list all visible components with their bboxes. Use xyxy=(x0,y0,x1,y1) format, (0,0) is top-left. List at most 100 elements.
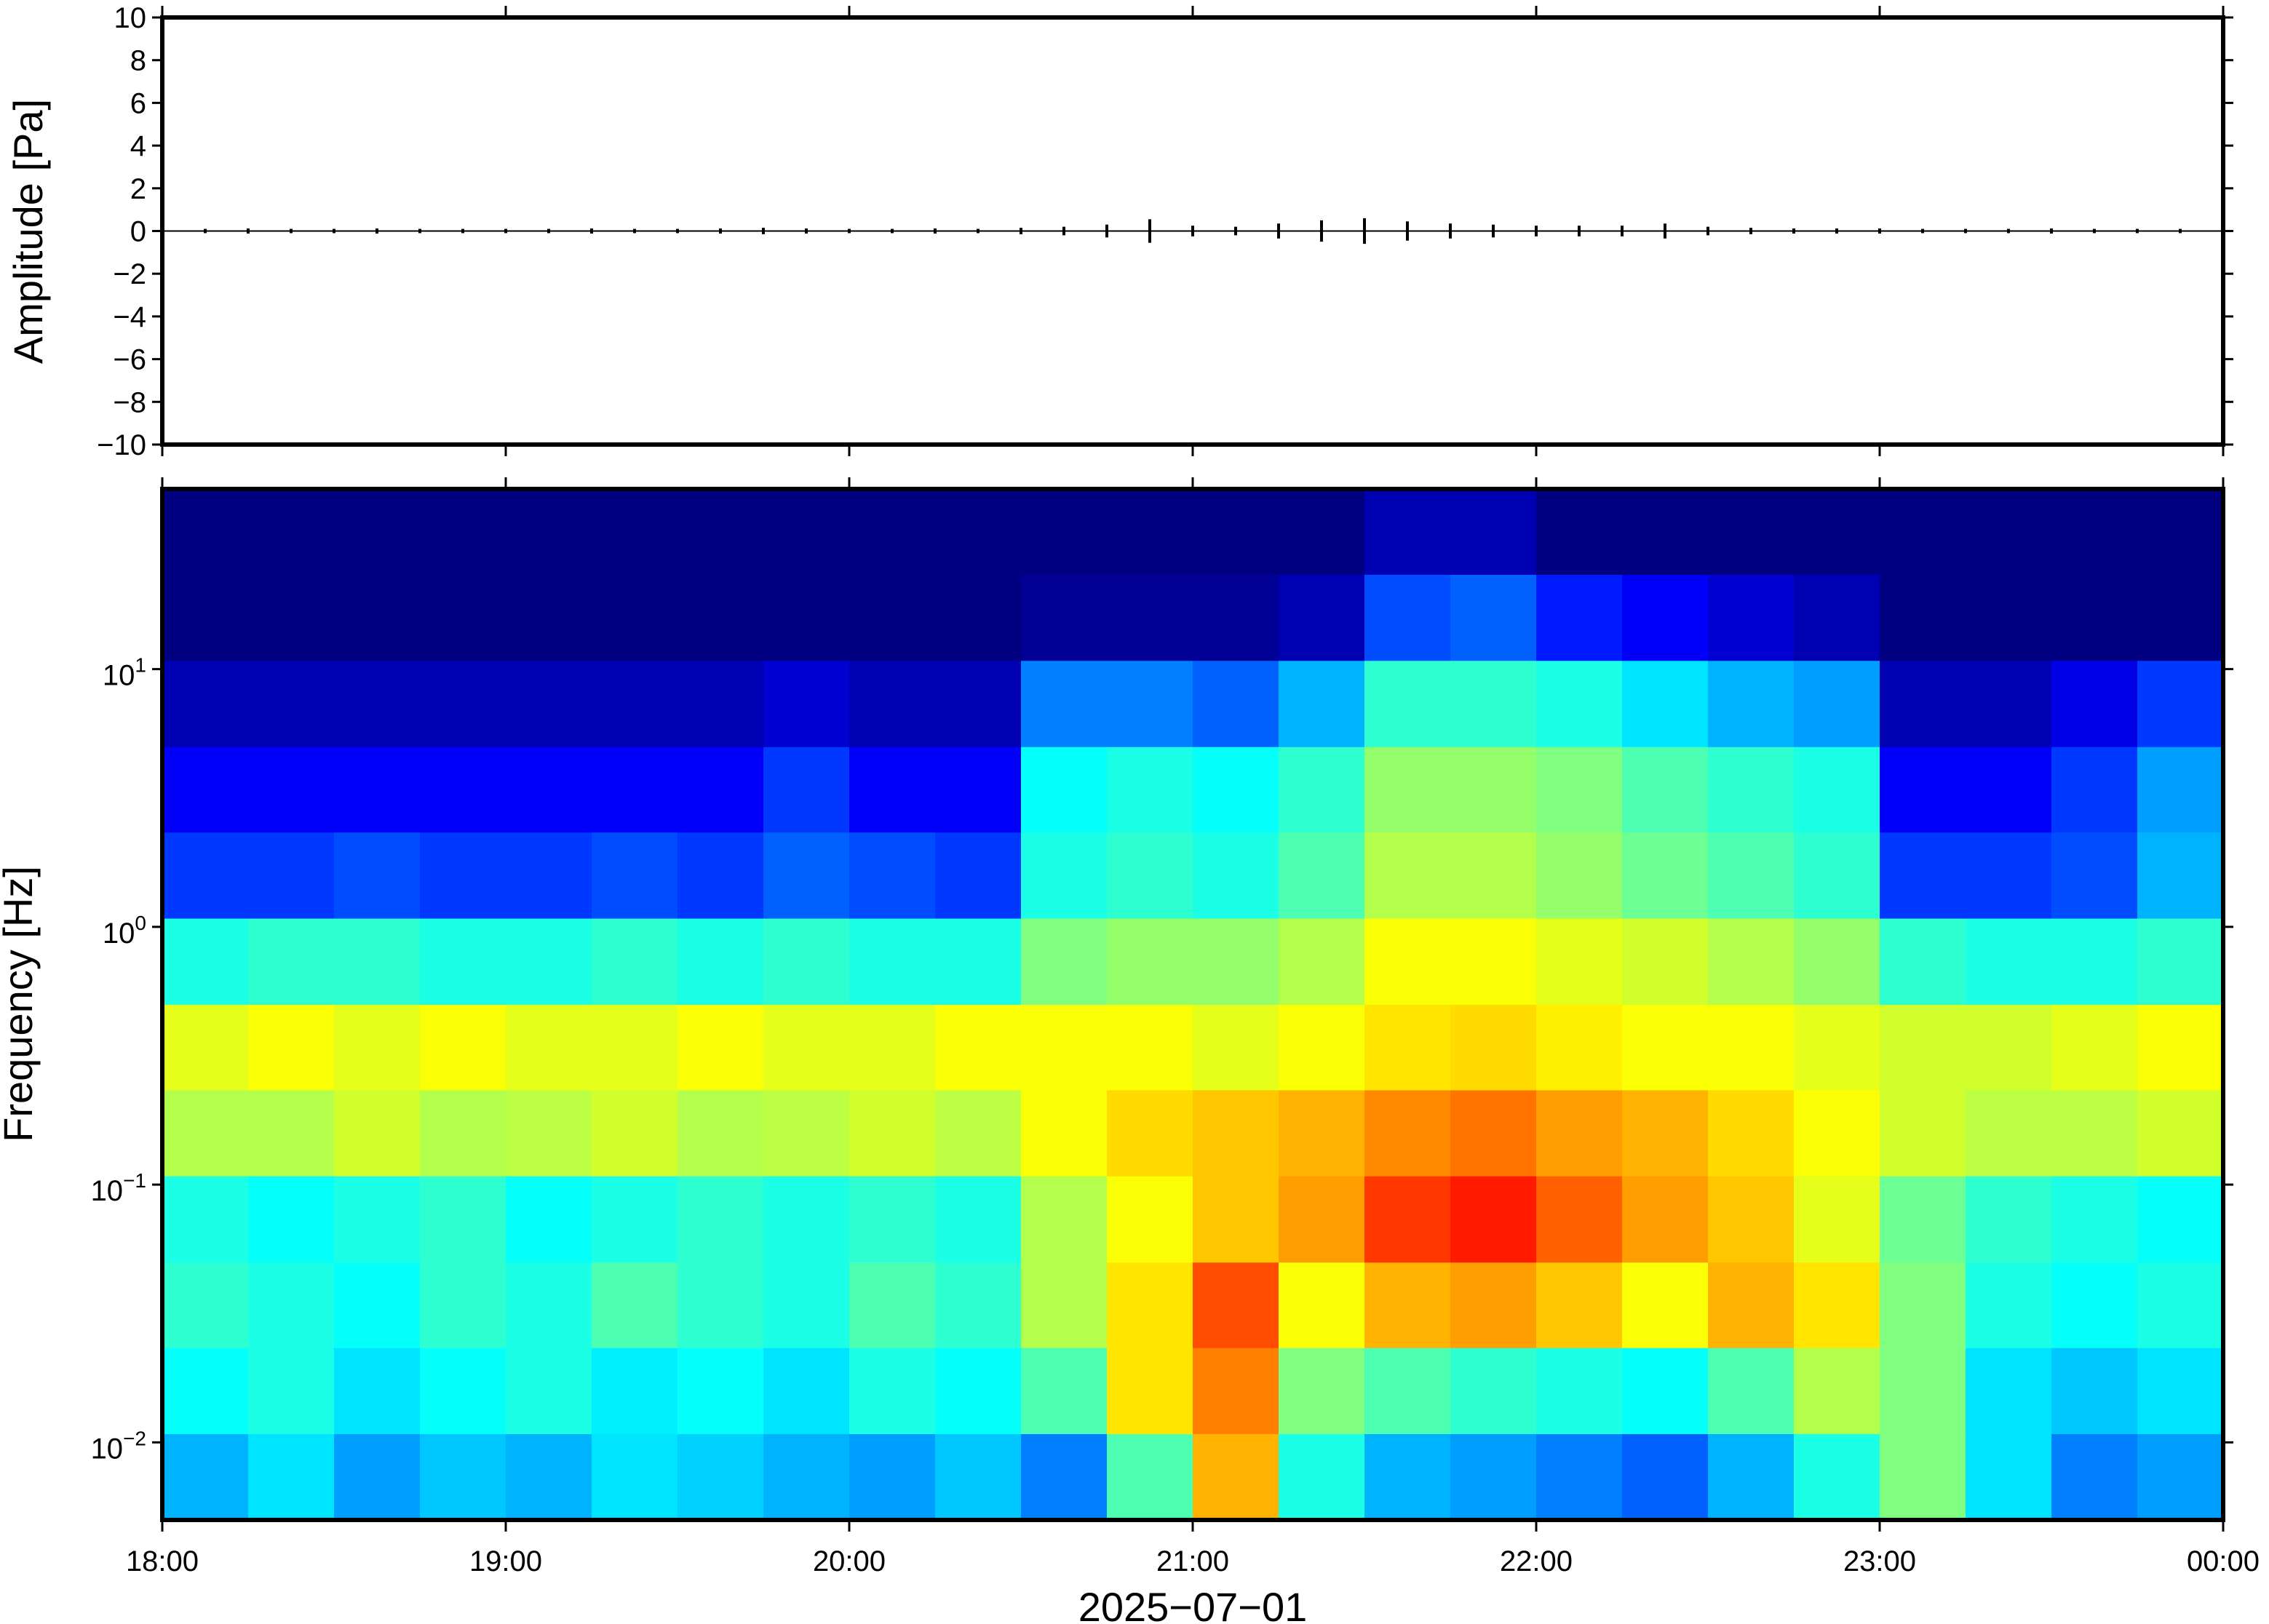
spectrogram-cell xyxy=(2051,574,2138,661)
spectrogram-cell xyxy=(1021,1004,1108,1091)
spectrogram-cell xyxy=(1536,1004,1623,1091)
y-tick-label: 10−2 xyxy=(91,1427,146,1465)
spectrogram-cell xyxy=(1364,1433,1451,1521)
spectrogram-cell xyxy=(506,574,592,661)
spectrogram-cell xyxy=(677,574,764,661)
spectrogram-cell xyxy=(935,1004,1022,1091)
spectrogram-cell xyxy=(1450,832,1537,919)
spectrogram-cell xyxy=(763,918,850,1005)
spectrogram-cell xyxy=(849,574,936,661)
spectrogram-cell xyxy=(1279,1089,1365,1177)
spectrogram-cell xyxy=(248,832,335,919)
spectrogram-cell xyxy=(420,1089,506,1177)
spectrogram-cell xyxy=(506,1004,592,1091)
spectrogram-cell xyxy=(506,489,592,575)
spectrogram-cell xyxy=(592,660,678,747)
spectrogram-cell xyxy=(1880,918,1966,1005)
spectrogram-cell xyxy=(1450,1348,1537,1435)
spectrogram-cell xyxy=(1193,832,1279,919)
spectrogram-cell xyxy=(1193,489,1279,575)
spectrogram-cell xyxy=(1021,1176,1108,1263)
spectrogram-cell xyxy=(1966,660,2052,747)
y-tick-label: 0 xyxy=(130,216,146,248)
spectrogram-cell xyxy=(1364,1089,1451,1177)
y-tick-label: −6 xyxy=(113,344,146,376)
spectrogram-cell xyxy=(677,1348,764,1435)
y-tick-label: 8 xyxy=(130,45,146,77)
spectrogram-cell xyxy=(1966,1348,2052,1435)
y-tick-label: 2 xyxy=(130,173,146,205)
y-tick-label: −4 xyxy=(113,301,146,333)
spectrogram-cell xyxy=(1880,1004,1966,1091)
spectrogram-cell xyxy=(2137,1176,2224,1263)
spectrogram-cell xyxy=(1966,1433,2052,1521)
spectrogram-cell xyxy=(1966,574,2052,661)
y-tick-exponent: −2 xyxy=(123,1427,146,1449)
spectrogram-cell xyxy=(162,1348,249,1435)
spectrogram-cell xyxy=(849,489,936,575)
spectrogram-cell xyxy=(935,747,1022,833)
spectrogram-cell xyxy=(248,918,335,1005)
spectrogram-cell xyxy=(677,918,764,1005)
spectrogram-cell xyxy=(1107,1004,1193,1091)
spectrogram-cell xyxy=(1364,747,1451,833)
spectrogram-cell xyxy=(334,1089,421,1177)
spectrogram-cell xyxy=(1107,747,1193,833)
spectrogram-cell xyxy=(420,1176,506,1263)
spectrogram-cell xyxy=(1966,747,2052,833)
spectrogram-cell xyxy=(2051,1348,2138,1435)
spectrogram-cell xyxy=(1193,918,1279,1005)
spectrogram-cell xyxy=(1794,489,1880,575)
spectrogram-cell xyxy=(1880,1433,1966,1521)
spectrogram-cell xyxy=(763,1176,850,1263)
spectrogram-cell xyxy=(162,489,249,575)
spectrogram-cell xyxy=(1107,489,1193,575)
spectrogram-cell xyxy=(1193,1433,1279,1521)
y-axis-title: Amplitude [Pa] xyxy=(5,99,51,364)
y-tick-label: −10 xyxy=(97,429,146,461)
x-tick-label: 20:00 xyxy=(813,1545,886,1577)
x-tick-label: 18:00 xyxy=(126,1545,199,1577)
spectrogram-cell xyxy=(763,747,850,833)
spectrogram-cell xyxy=(935,660,1022,747)
spectrogram-cell xyxy=(849,660,936,747)
spectrogram-cell xyxy=(1536,574,1623,661)
spectrogram-cell xyxy=(1021,574,1108,661)
spectrogram-cell xyxy=(1279,1348,1365,1435)
spectrogram-cell xyxy=(1107,1089,1193,1177)
spectrogram-cell xyxy=(1364,832,1451,919)
spectrogram-cell xyxy=(1536,747,1623,833)
spectrogram-cell xyxy=(1708,1089,1795,1177)
spectrogram-cell xyxy=(1708,1262,1795,1348)
spectrogram-cell xyxy=(935,1176,1022,1263)
spectrogram-cell xyxy=(1708,1176,1795,1263)
spectrogram-cell xyxy=(1450,489,1537,575)
spectrogram-cell xyxy=(763,660,850,747)
spectrogram-cell xyxy=(1279,1433,1365,1521)
x-axis-title: 2025−07−01 xyxy=(1078,1584,1308,1624)
spectrogram-cell xyxy=(1880,489,1966,575)
spectrogram-cell xyxy=(1966,489,2052,575)
spectrogram-cell xyxy=(1021,747,1108,833)
spectrogram-cell xyxy=(2051,1089,2138,1177)
spectrogram-cell xyxy=(1021,832,1108,919)
spectrogram-cell xyxy=(2051,832,2138,919)
spectrogram-cell xyxy=(1021,1433,1108,1521)
spectrogram-cell xyxy=(334,918,421,1005)
spectrogram-cell xyxy=(1450,1262,1537,1348)
spectrogram-cell xyxy=(1880,660,1966,747)
spectrogram-cell xyxy=(2051,489,2138,575)
spectrogram-cell xyxy=(1622,832,1709,919)
spectrogram-cell xyxy=(1021,660,1108,747)
y-tick-exponent: 0 xyxy=(135,912,146,934)
spectrogram-cell xyxy=(1966,832,2052,919)
spectrogram-cell xyxy=(1193,747,1279,833)
spectrogram-cell xyxy=(420,1348,506,1435)
spectrogram-cell xyxy=(935,1433,1022,1521)
spectrogram-cell xyxy=(1708,1348,1795,1435)
spectrogram-cell xyxy=(1622,660,1709,747)
spectrogram-cell xyxy=(248,1004,335,1091)
spectrogram-cell xyxy=(1708,747,1795,833)
spectrogram-cell xyxy=(1536,489,1623,575)
spectrogram-cell xyxy=(162,1433,249,1521)
